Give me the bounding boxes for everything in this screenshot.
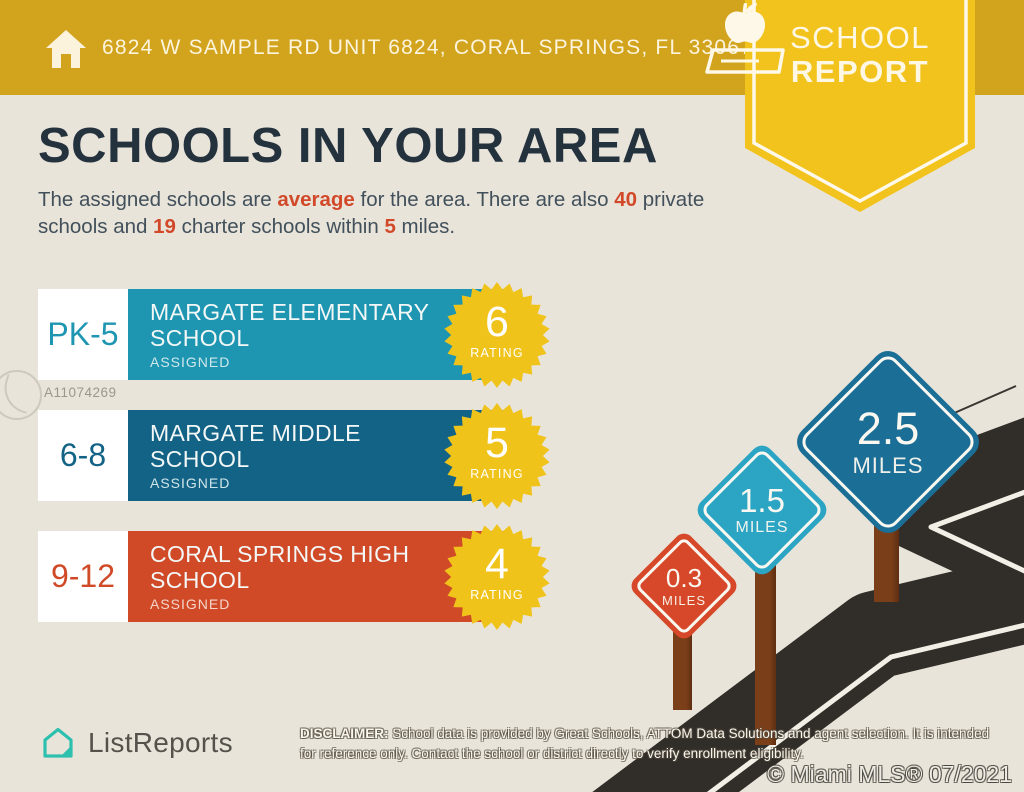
distance-value: 0.3 [665,562,703,593]
starburst-icon [444,282,550,388]
grade-range-badge: 6-8 [38,410,128,501]
rating-label: RATING [470,346,524,360]
intro-highlight-average: average [277,188,355,211]
school-bar: CORAL SPRINGS HIGH SCHOOL ASSIGNED [128,531,508,622]
disclaimer-label: DISCLAIMER: [300,726,389,741]
distance-value: 1.5 [739,481,785,519]
grade-range-badge: 9-12 [38,531,128,622]
distance-sign-2-5-miles: 2.5 MILES [790,344,986,540]
distance-unit: MILES [661,592,706,608]
apple-on-books-icon [705,2,785,74]
listreports-logo: ListReports [40,726,233,760]
school-row-middle: 6-8 MARGATE MIDDLE SCHOOL ASSIGNED 5 RAT… [38,403,608,509]
intro-seg-4: private schools and [38,188,705,239]
ribbon-line1: SCHOOL [790,20,930,55]
ribbon-shape-icon [745,0,975,212]
intro-highlight-miles: 5 [384,215,396,239]
school-status: ASSIGNED [150,596,231,613]
intro-seg-6: charter schools within [175,215,385,239]
distance-unit: MILES [852,452,924,478]
mls-watermark-icon [0,370,42,420]
disclaimer-body: School data is provided by Great Schools… [300,726,990,761]
rating-label: RATING [470,588,524,602]
page-title: SCHOOLS IN YOUR AREA [38,119,658,173]
distance-unit: MILES [735,518,789,536]
school-name: MARGATE MIDDLE SCHOOL [150,419,361,472]
sign-text: 1.5 MILES [713,461,811,559]
school-row-elementary: PK-5 MARGATE ELEMENTARY SCHOOL ASSIGNED … [38,282,608,388]
footer: ListReports DISCLAIMER: School data is p… [0,722,1024,792]
school-name: CORAL SPRINGS HIGH SCHOOL [150,540,410,593]
school-name: MARGATE ELEMENTARY SCHOOL [150,298,429,351]
distance-value: 2.5 [856,402,920,454]
rating-badge: 6 RATING [444,282,550,388]
rating-value: 4 [485,540,509,588]
intro-highlight-private-count: 40 [614,188,638,211]
listreports-wordmark: ListReports [88,727,233,758]
school-status: ASSIGNED [150,354,231,371]
intro-seg-2: for the area. There are also [354,188,615,211]
copyright-watermark: © Miami MLS® 07/2021 [767,761,1012,787]
mls-listing-id: A11074269 [44,385,117,400]
intro-seg-0: The assigned schools are [38,188,278,211]
ribbon-line2: REPORT [790,53,930,89]
ribbon-title: SCHOOL REPORT [745,20,975,89]
intro-paragraph: The assigned schools are average for the… [38,186,728,241]
starburst-icon [444,524,550,630]
intro-seg-8: miles. [395,215,456,239]
home-icon [46,30,86,68]
rating-value: 5 [485,419,509,467]
school-bar: MARGATE ELEMENTARY SCHOOL ASSIGNED [128,289,508,380]
listreports-house-icon [43,727,73,758]
rating-value: 6 [485,298,509,346]
starburst-icon [444,403,550,509]
rating-label: RATING [470,467,524,481]
school-status: ASSIGNED [150,475,231,492]
property-address: 6824 W SAMPLE RD UNIT 6824, CORAL SPRING… [102,35,753,59]
grade-range-badge: PK-5 [38,289,128,380]
school-bar: MARGATE MIDDLE SCHOOL ASSIGNED [128,410,508,501]
disclaimer-text: DISCLAIMER: School data is provided by G… [300,724,1000,763]
sign-text: 2.5 MILES [819,373,957,511]
school-row-high: 9-12 CORAL SPRINGS HIGH SCHOOL ASSIGNED … [38,524,608,630]
rating-badge: 4 RATING [444,524,550,630]
intro-highlight-charter-count: 19 [153,215,176,239]
school-report-ribbon: SCHOOL REPORT [705,0,975,212]
rating-badge: 5 RATING [444,403,550,509]
